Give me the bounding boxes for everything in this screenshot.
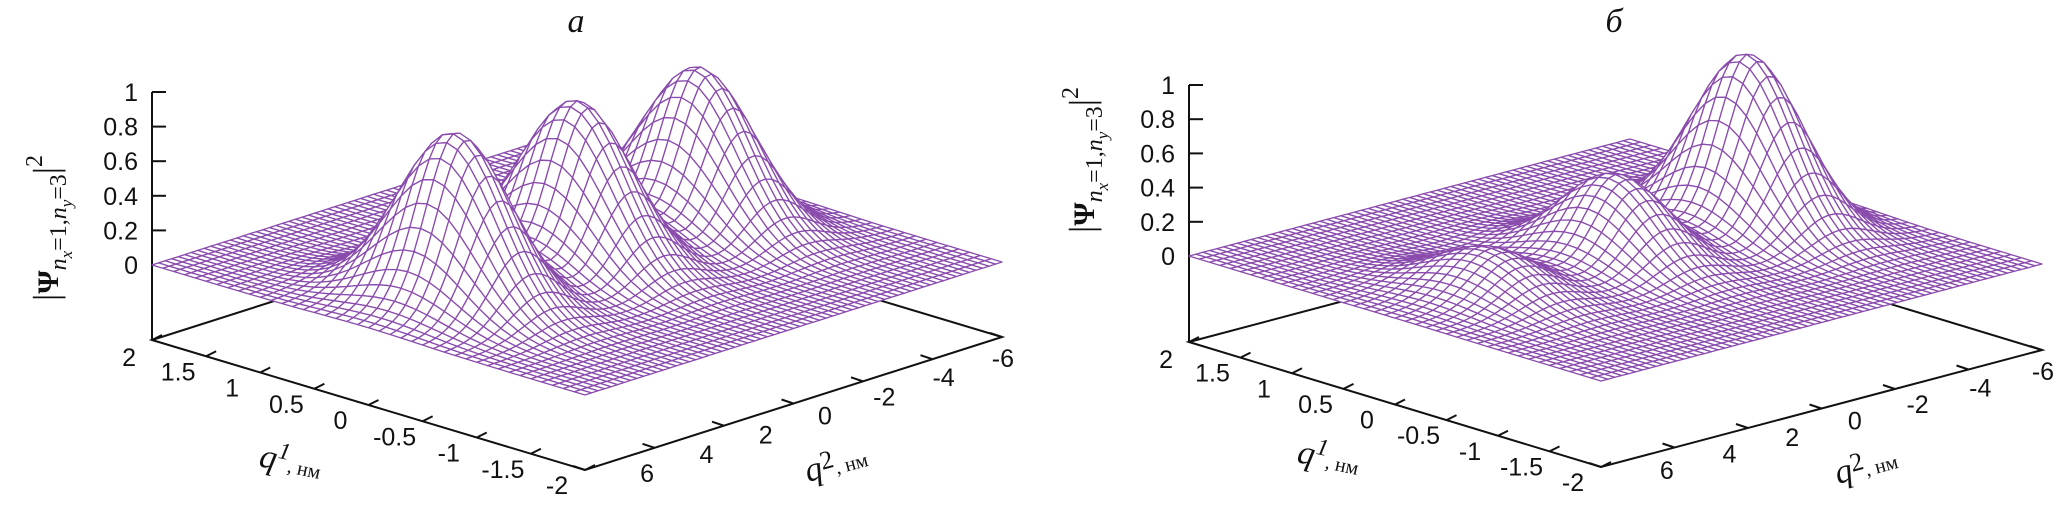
q1-tick-label: 2	[1159, 346, 1173, 374]
q2-tick	[1588, 462, 1602, 468]
q2-tick	[920, 354, 933, 361]
z-tick-label: 0.8	[103, 114, 138, 142]
q2-tick	[1882, 384, 1896, 390]
axes: 0 0.2 0.4 0.6 0.8 1 2 1.5 1 0.5 0 -0.5 -1 -1.5 -2 6 4 2 0 -…	[103, 79, 1014, 500]
q2-tick-label: -6	[992, 345, 1014, 373]
q1-tick	[1497, 429, 1509, 437]
q2-tick	[711, 420, 725, 427]
q1-tick-label: 2	[122, 344, 136, 372]
q1-tick-label: 1.5	[161, 358, 196, 386]
z-tick-label: 0	[124, 252, 138, 280]
q2-tick-label: 6	[1660, 457, 1674, 485]
q1-tick	[313, 382, 325, 390]
q1-tick-label: -0.5	[373, 423, 416, 451]
q1-tick-label: 1.5	[1195, 360, 1230, 388]
q1-tick-label: 0.5	[1298, 391, 1333, 419]
q2-tick	[850, 376, 864, 383]
q2-axis-label: q2, нм	[1830, 446, 1900, 491]
q2-tick	[1956, 364, 1969, 371]
q1-axis-label: q1, нм	[256, 438, 323, 484]
q1-tick-label: -2	[546, 472, 568, 500]
q1-tick	[1394, 398, 1406, 406]
z-tick-label: 0.6	[1140, 140, 1175, 168]
q2-tick	[572, 465, 586, 471]
q1-tick	[1549, 445, 1560, 453]
axes: 0 0.2 0.4 0.6 0.8 1 2 1.5 1 0.5 0 -0.5 -1 -1.5 -2 6 4 2 0 -…	[1140, 72, 2054, 497]
z-axis-label: |Ψnx=1,ny=3|2	[22, 155, 76, 301]
panel-a: а |Ψnx=1,ny=3|2 q1, нм q2, нм 0 0.2 0.4 0.6…	[22, 3, 1014, 500]
surface-quad	[573, 389, 593, 396]
q1-tick	[205, 350, 217, 358]
z-tick-label: 0.2	[103, 217, 138, 245]
q1-tick-label: 0.5	[269, 391, 304, 419]
q1-tick	[422, 415, 434, 423]
q2-tick-label: 4	[699, 441, 713, 469]
q2-axis-label: q2, нм	[800, 444, 870, 489]
panel-title: б	[1605, 3, 1624, 40]
surface-mesh	[1188, 53, 2043, 382]
q1-tick-label: -1	[438, 440, 460, 468]
q1-axis-label: q1, нм	[1294, 434, 1361, 480]
q1-tick	[1446, 414, 1457, 422]
q1-tick	[584, 464, 596, 471]
q1-tick-label: -1.5	[1500, 453, 1543, 481]
q2-tick-label: 4	[1723, 441, 1737, 469]
z-tick-label: 0.4	[1140, 175, 1175, 203]
q1-tick	[476, 431, 488, 439]
q2-tick-label: -4	[932, 364, 954, 392]
q2-tick-label: -2	[873, 383, 895, 411]
q1-tick	[530, 447, 542, 455]
q2-tick-label: 0	[1848, 408, 1862, 436]
z-tick-label: 0	[1161, 243, 1175, 271]
q2-tick-label: -4	[1969, 375, 1991, 403]
q1-tick	[1343, 382, 1354, 390]
panel-title: а	[568, 3, 585, 40]
q2-tick-label: 2	[1785, 424, 1799, 452]
q2-tick	[781, 398, 794, 405]
q1-tick-label: -1	[1459, 438, 1481, 466]
q2-tick-label: -2	[1906, 391, 1928, 419]
q1-tick-label: 1	[225, 375, 239, 403]
q2-tick-label: 0	[818, 403, 832, 431]
z-tick-label: 0.8	[1140, 106, 1175, 134]
z-tick-label: 0.2	[1140, 209, 1175, 237]
q1-tick	[1188, 336, 1200, 343]
q2-tick	[2029, 345, 2043, 351]
q2-tick-label: 2	[759, 422, 773, 450]
z-tick-label: 0.6	[103, 148, 138, 176]
q1-tick	[368, 399, 379, 406]
q1-tick	[1600, 461, 1612, 468]
q1-tick	[1240, 351, 1251, 359]
z-tick-label: 1	[124, 79, 138, 107]
q2-tick	[989, 332, 1003, 338]
q2-tick-label: 6	[640, 460, 654, 488]
panel-b: б |Ψnx=1,ny=3|2 q1, нм q2, нм 0 0.2 0.4 0.6…	[1058, 3, 2054, 497]
z-tick-label: 0.4	[103, 183, 138, 211]
q1-tick	[259, 366, 271, 374]
q2-tick	[1735, 423, 1749, 429]
q2-tick	[642, 442, 655, 449]
q1-tick-label: 0	[334, 407, 348, 435]
q2-tick	[1662, 442, 1675, 449]
q1-tick-label: 0	[1360, 407, 1374, 435]
q1-tick-label: -2	[1562, 469, 1584, 497]
q1-tick-label: -0.5	[1397, 422, 1440, 450]
surface-mesh	[151, 66, 1003, 396]
q2-tick-label: -6	[2032, 358, 2054, 386]
zlabel-symbol: Ψ	[32, 270, 65, 294]
q1-tick	[151, 334, 163, 341]
q2-tick	[1809, 403, 1822, 410]
zlabel-bar: |	[26, 294, 66, 301]
q1-tick-label: -1.5	[481, 456, 524, 484]
q1-tick-label: 1	[1257, 375, 1271, 403]
z-axis-label: |Ψnx=1,ny=3|2	[1058, 87, 1112, 233]
q1-tick	[1291, 367, 1303, 375]
z-tick-label: 1	[1161, 72, 1175, 100]
